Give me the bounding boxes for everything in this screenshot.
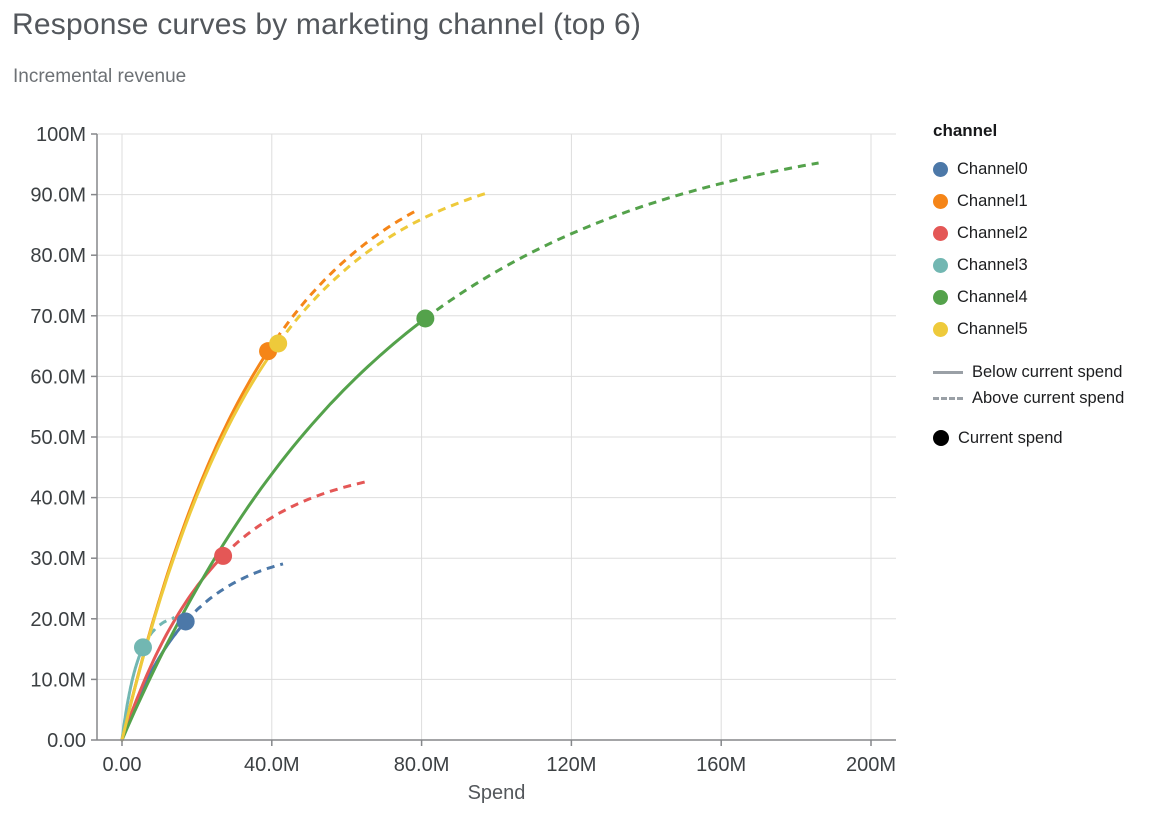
- curve-dashed-Channel0[interactable]: [184, 562, 284, 623]
- y-tick-label: 30.0M: [30, 548, 86, 570]
- legend-point-label: Current spend: [958, 428, 1063, 447]
- legend-item-channel3[interactable]: Channel3: [933, 249, 1158, 281]
- y-tick-label: 40.0M: [30, 488, 86, 510]
- y-tick-label: 70.0M: [30, 306, 86, 328]
- current-spend-point-Channel0[interactable]: [176, 612, 195, 631]
- legend-item-label: Channel5: [957, 319, 1028, 338]
- legend-swatch-icon: [933, 257, 948, 273]
- legend-current-spend-row[interactable]: Current spend: [933, 423, 1158, 453]
- legend-channel-items: Channel0 Channel1 Channel2 Channel3 Channel4…: [933, 153, 1158, 345]
- y-tick-label: 0.00: [47, 730, 86, 752]
- legend-item-label: Channel1: [957, 191, 1028, 210]
- legend-item-label: Channel0: [957, 159, 1028, 178]
- current-spend-dot-icon: [933, 430, 949, 446]
- legend-swatch-icon: [933, 289, 948, 305]
- curve-solid-Channel3[interactable]: [120, 645, 145, 742]
- legend-style-label: Above current spend: [972, 388, 1125, 407]
- chart-subtitle: Incremental revenue: [13, 66, 187, 87]
- legend-line-styles: Below current spend Above current spend: [933, 359, 1158, 411]
- legend-swatch-icon: [933, 225, 948, 241]
- x-tick-label: 40.0M: [244, 754, 300, 776]
- y-tick-label: 80.0M: [30, 245, 86, 267]
- y-tick-label: 90.0M: [30, 185, 86, 207]
- legend-swatch-icon: [933, 193, 948, 209]
- x-tick-label: 0.00: [103, 754, 142, 776]
- legend-item-channel2[interactable]: Channel2: [933, 217, 1158, 249]
- y-tick-label: 20.0M: [30, 609, 86, 631]
- legend-current-spend: Current spend: [933, 423, 1158, 453]
- legend-style-dashed[interactable]: Above current spend: [933, 385, 1158, 411]
- y-tick-label: 100M: [36, 124, 86, 146]
- curve-solid-Channel4[interactable]: [120, 317, 427, 742]
- legend-item-label: Channel4: [957, 287, 1028, 306]
- legend-title: channel: [933, 121, 998, 140]
- chart-title: Response curves by marketing channel (to…: [12, 8, 642, 41]
- legend-swatch-icon: [933, 321, 948, 337]
- legend-swatch-icon: [933, 161, 948, 177]
- legend-item-channel0[interactable]: Channel0: [933, 153, 1158, 185]
- legend-style-label: Below current spend: [972, 362, 1123, 381]
- curve-dashed-Channel5[interactable]: [276, 191, 490, 345]
- legend-item-channel4[interactable]: Channel4: [933, 281, 1158, 313]
- legend-item-channel1[interactable]: Channel1: [933, 185, 1158, 217]
- legend-item-channel5[interactable]: Channel5: [933, 313, 1158, 345]
- y-tick-label: 10.0M: [30, 669, 86, 691]
- legend-item-label: Channel3: [957, 255, 1028, 274]
- x-axis-title: Spend: [468, 782, 526, 804]
- y-tick-label: 50.0M: [30, 427, 86, 449]
- y-tick-label: 60.0M: [30, 366, 86, 388]
- x-tick-label: 80.0M: [394, 754, 450, 776]
- dashed-line-icon: [933, 396, 963, 400]
- curve-dashed-Channel4[interactable]: [424, 161, 819, 320]
- x-tick-label: 160M: [696, 754, 746, 776]
- solid-line-icon: [933, 370, 963, 374]
- x-tick-label: 200M: [846, 754, 896, 776]
- legend: channel Channel0 Channel1 Channel2 Channel3…: [933, 121, 1158, 453]
- current-spend-point-Channel5[interactable]: [269, 334, 288, 353]
- x-tick-label: 120M: [546, 754, 596, 776]
- legend-style-solid[interactable]: Below current spend: [933, 359, 1158, 385]
- current-spend-point-Channel2[interactable]: [214, 546, 233, 565]
- current-spend-point-Channel4[interactable]: [416, 309, 435, 328]
- current-spend-point-Channel3[interactable]: [133, 638, 152, 657]
- curve-dashed-Channel2[interactable]: [222, 480, 366, 557]
- legend-item-label: Channel2: [957, 223, 1028, 242]
- curve-dashed-Channel1[interactable]: [266, 208, 419, 352]
